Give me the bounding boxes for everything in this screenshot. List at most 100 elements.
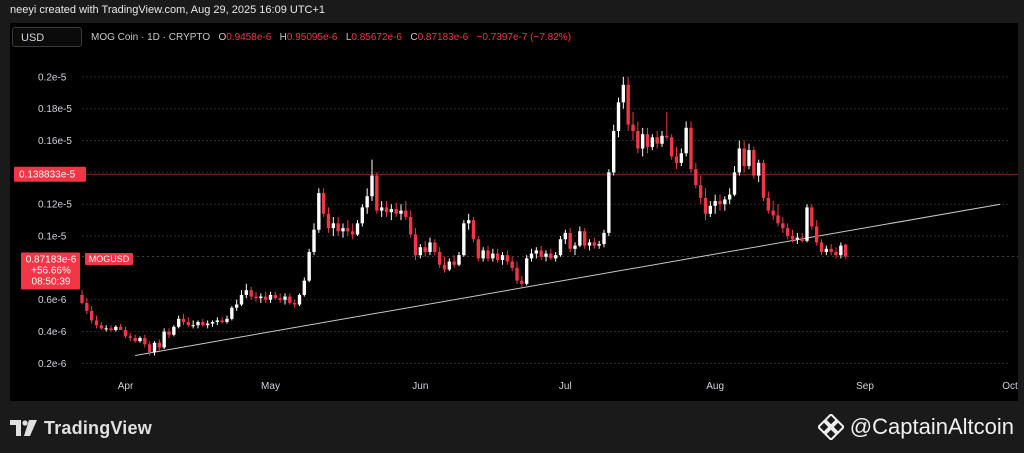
candle bbox=[249, 287, 253, 300]
candle-body bbox=[394, 209, 398, 214]
candle-body bbox=[80, 294, 84, 303]
candle bbox=[321, 188, 326, 217]
binance-diamond-icon bbox=[817, 414, 844, 440]
candle-body bbox=[495, 253, 500, 260]
candle-body bbox=[582, 231, 587, 246]
candle-body bbox=[220, 320, 224, 323]
candle bbox=[703, 188, 708, 221]
candle-body bbox=[810, 207, 814, 227]
candle bbox=[534, 247, 539, 259]
candle-body bbox=[795, 237, 800, 240]
candle bbox=[104, 325, 108, 332]
candle bbox=[234, 299, 239, 311]
candle-body bbox=[360, 207, 365, 224]
candle-body bbox=[529, 253, 534, 259]
candle-body bbox=[578, 231, 582, 246]
candle-body bbox=[814, 226, 819, 243]
candle-body bbox=[732, 172, 737, 195]
candle-body bbox=[138, 337, 142, 342]
candle-body bbox=[843, 244, 848, 257]
y-tick-label: 0.4e-6 bbox=[38, 327, 67, 338]
candle-body bbox=[234, 304, 239, 308]
tradingview-logo[interactable]: TradingView bbox=[10, 416, 152, 440]
candle bbox=[384, 201, 389, 217]
candle-body bbox=[205, 323, 210, 326]
candle bbox=[191, 320, 195, 329]
candle bbox=[665, 111, 669, 139]
candle bbox=[645, 127, 650, 154]
candle-body bbox=[321, 193, 326, 214]
candle-body bbox=[254, 296, 258, 299]
candle bbox=[500, 251, 505, 265]
axis-layer: 0.2e-60.4e-60.6e-60.1e-50.12e-50.14e-50.… bbox=[38, 72, 1018, 392]
candle-body bbox=[408, 216, 413, 235]
candle-body bbox=[616, 102, 621, 131]
candle bbox=[732, 166, 737, 197]
y-tick-label: 0.2e-5 bbox=[38, 72, 67, 83]
candle-body bbox=[157, 342, 162, 348]
candle-body bbox=[312, 229, 316, 252]
candle bbox=[539, 245, 543, 260]
y-tick-label: 0.1e-5 bbox=[38, 232, 67, 243]
candle-body bbox=[302, 280, 307, 295]
candle-body bbox=[698, 185, 703, 198]
candlestick-chart[interactable]: 0.2e-60.4e-60.6e-60.1e-50.12e-50.14e-50.… bbox=[10, 23, 1018, 401]
y-tick-label: 0.2e-6 bbox=[38, 359, 67, 370]
candle-body bbox=[684, 127, 688, 154]
candle bbox=[143, 334, 147, 348]
candle-body bbox=[723, 199, 727, 205]
candle-body bbox=[665, 135, 669, 138]
candle bbox=[302, 277, 307, 297]
candle bbox=[694, 162, 698, 189]
candle-body bbox=[283, 296, 287, 300]
candle-body bbox=[781, 223, 785, 229]
chart-panel[interactable]: 0.2e-60.4e-60.6e-60.1e-50.12e-50.14e-50.… bbox=[10, 23, 1018, 401]
candle-body bbox=[331, 223, 336, 229]
candle bbox=[201, 318, 205, 327]
open-value: 0.9458e-6 bbox=[226, 32, 272, 43]
candle bbox=[186, 317, 191, 327]
candle-body bbox=[268, 294, 273, 300]
candle-body bbox=[766, 197, 771, 211]
candle bbox=[679, 148, 684, 167]
currency-selector[interactable]: USD bbox=[12, 27, 82, 47]
candle bbox=[805, 204, 809, 243]
candle bbox=[360, 204, 365, 227]
candle bbox=[408, 210, 413, 238]
candle bbox=[457, 251, 461, 267]
low-value: 0.85672e-6 bbox=[351, 32, 402, 43]
candle bbox=[708, 201, 713, 217]
candle bbox=[317, 188, 321, 233]
candle bbox=[220, 317, 224, 324]
candle bbox=[756, 159, 761, 182]
candle-body bbox=[756, 162, 761, 176]
candle bbox=[389, 204, 394, 221]
candle bbox=[99, 322, 104, 330]
candle bbox=[495, 248, 500, 264]
support-trendline bbox=[135, 203, 1001, 356]
candle bbox=[674, 146, 679, 170]
candle bbox=[418, 244, 423, 259]
x-tick-label: Sep bbox=[856, 381, 874, 392]
price-tags-layer: 0.138833e-5 0.87183e-6 +56.66% 08:50:39 … bbox=[14, 166, 133, 290]
candle-body bbox=[611, 131, 616, 173]
candle bbox=[379, 201, 384, 217]
candle bbox=[263, 291, 268, 303]
candle-body bbox=[186, 322, 191, 326]
candle bbox=[573, 242, 577, 256]
candle-body bbox=[413, 234, 418, 256]
high-value: 0.95095e-6 bbox=[286, 32, 338, 43]
candle bbox=[698, 175, 703, 205]
candle-body bbox=[568, 232, 572, 249]
candle bbox=[650, 134, 655, 151]
candle bbox=[544, 250, 548, 262]
candle bbox=[727, 188, 732, 205]
candle-body bbox=[534, 250, 539, 254]
candle-body bbox=[553, 255, 558, 259]
candle bbox=[147, 341, 152, 356]
candle-body bbox=[640, 134, 645, 149]
candle-body bbox=[225, 318, 229, 323]
candle-body bbox=[718, 201, 722, 205]
candle-body bbox=[805, 207, 809, 241]
candle bbox=[94, 315, 99, 329]
